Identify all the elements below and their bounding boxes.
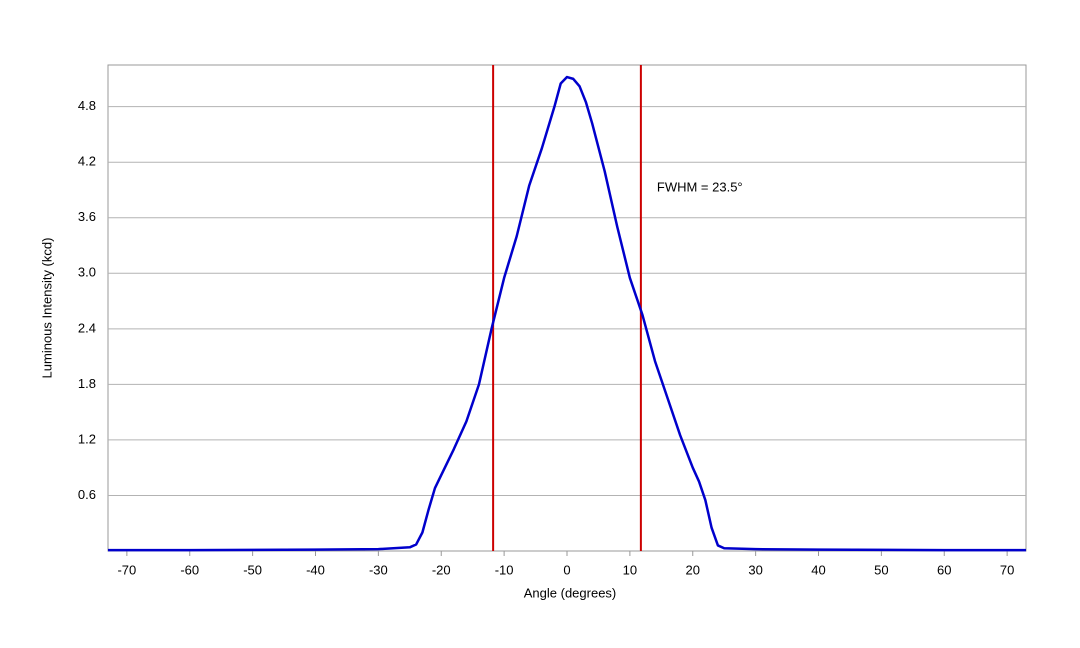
- x-tick-label: -60: [180, 562, 199, 577]
- y-tick-label: 1.8: [78, 376, 96, 391]
- x-tick-label: 50: [874, 562, 888, 577]
- y-tick-label: 3.0: [78, 265, 96, 280]
- x-tick-label: 30: [748, 562, 762, 577]
- y-tick-label: 1.2: [78, 431, 96, 446]
- x-tick-label: -20: [432, 562, 451, 577]
- plot-area: [107, 64, 1027, 552]
- y-tick-label: 2.4: [78, 320, 96, 335]
- x-tick-label: 20: [686, 562, 700, 577]
- y-tick-label: 0.6: [78, 487, 96, 502]
- x-tick-label: -50: [243, 562, 262, 577]
- x-tick-label: -40: [306, 562, 325, 577]
- x-tick-label: 0: [563, 562, 570, 577]
- y-tick-label: 4.2: [78, 154, 96, 169]
- y-tick-label: 4.8: [78, 98, 96, 113]
- x-axis-label: Angle (degrees): [524, 585, 617, 600]
- y-tick-label: 3.6: [78, 209, 96, 224]
- x-tick-label: 10: [623, 562, 637, 577]
- x-tick-label: -30: [369, 562, 388, 577]
- x-tick-label: -70: [117, 562, 136, 577]
- y-axis-label: Luminous Intensity (kcd): [39, 238, 54, 379]
- x-tick-label: 40: [811, 562, 825, 577]
- x-tick-label: 70: [1000, 562, 1014, 577]
- x-tick-label: -10: [495, 562, 514, 577]
- x-tick-label: 60: [937, 562, 951, 577]
- data-line: [108, 75, 1026, 552]
- annotation: FWHM = 23.5°: [657, 179, 743, 194]
